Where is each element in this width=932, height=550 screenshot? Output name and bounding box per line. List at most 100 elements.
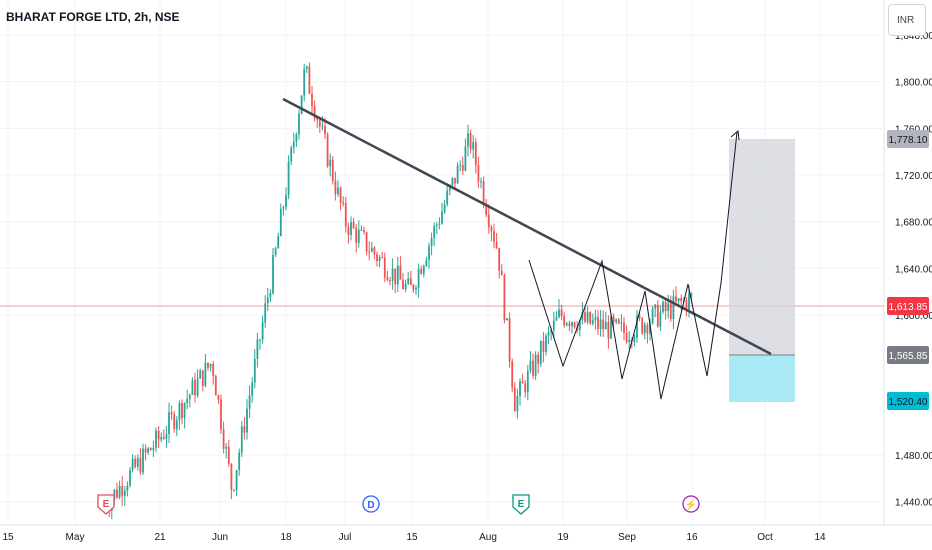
candle [277, 233, 279, 249]
candle [155, 427, 157, 452]
candle [218, 394, 220, 403]
time-tick-label: Aug [479, 532, 497, 543]
candle [571, 321, 573, 333]
candle [150, 447, 152, 450]
candle [119, 481, 121, 500]
projection-arrowhead [731, 131, 739, 140]
split-event-sep[interactable]: ⚡ [683, 496, 699, 512]
candle [124, 486, 126, 506]
candle [179, 400, 181, 430]
symbol-title: BHARAT FORGE LTD, 2h, NSE [6, 10, 180, 24]
candle [485, 199, 487, 217]
candle [171, 406, 173, 420]
candle [673, 290, 675, 330]
candle [163, 429, 165, 440]
svg-text:E: E [103, 499, 110, 510]
candle [548, 326, 550, 344]
candle [459, 160, 461, 171]
candle [678, 298, 680, 305]
candle [436, 222, 438, 234]
candle [348, 223, 350, 244]
candle [129, 467, 131, 487]
candle [134, 455, 136, 468]
candle [618, 318, 620, 324]
time-tick-label: 14 [814, 532, 826, 543]
candle [545, 333, 547, 355]
candle [600, 310, 602, 337]
candle [225, 443, 227, 458]
price-tick-label: 1,480.00 [895, 451, 932, 462]
dividend-event-jul[interactable]: D [363, 496, 379, 512]
candle [504, 273, 506, 323]
candle [309, 62, 311, 94]
candle [293, 132, 295, 153]
candle [532, 353, 534, 378]
candle [384, 252, 386, 282]
candle [475, 138, 477, 173]
candle [514, 382, 516, 411]
candle [644, 322, 646, 339]
candle [116, 483, 118, 499]
candle [595, 310, 597, 330]
candle [173, 411, 175, 433]
candle [558, 299, 560, 318]
candle [176, 416, 178, 436]
candle [675, 287, 677, 304]
candle [524, 380, 526, 397]
price-axis[interactable]: 1,840.00 1,800.00 1,760.00 1,720.00 1,680.00… [895, 31, 932, 509]
time-tick-label: 18 [280, 532, 292, 543]
candle [220, 395, 222, 434]
candle [202, 370, 204, 391]
candle [327, 132, 329, 168]
candle [465, 138, 467, 171]
candle [142, 444, 144, 475]
candle [147, 447, 149, 455]
candle [306, 65, 308, 73]
candle [439, 217, 441, 229]
candle [496, 233, 498, 249]
candle [647, 322, 649, 343]
svg-text:D: D [367, 500, 374, 511]
candle [420, 265, 422, 274]
candle [374, 246, 376, 259]
currency-button[interactable]: INR [888, 4, 926, 36]
candle [662, 300, 664, 314]
time-tick-label: 15 [406, 532, 418, 543]
candle [410, 271, 412, 285]
candle [517, 389, 519, 419]
candle [506, 318, 508, 320]
candle [249, 385, 251, 418]
candle [389, 277, 391, 285]
time-tick-label: 16 [686, 532, 698, 543]
candle [342, 196, 344, 206]
candle [660, 305, 662, 331]
earnings-event-aug[interactable]: E [513, 495, 529, 514]
time-tick-label: Jul [339, 532, 352, 543]
candle [168, 403, 170, 443]
time-axis[interactable]: 15 May 21 Jun 18 Jul 15 Aug 19 Sep 16 Oct 14 [2, 532, 826, 543]
stop-zone [729, 355, 795, 402]
zigzag-pattern[interactable] [529, 132, 737, 399]
candle [262, 316, 264, 344]
candle [259, 339, 261, 350]
candle [228, 440, 230, 467]
candle [652, 306, 654, 324]
candle [402, 273, 404, 290]
candle [379, 255, 381, 267]
candle [140, 448, 142, 475]
candle [233, 489, 235, 492]
candle [441, 203, 443, 225]
candle [569, 321, 571, 332]
price-tick-label: 1,440.00 [895, 498, 932, 509]
candle [426, 257, 428, 267]
candle [160, 432, 162, 442]
candle [371, 242, 373, 252]
candle [231, 463, 233, 499]
candle [665, 298, 667, 320]
candle [264, 295, 266, 328]
candle [285, 187, 287, 210]
candle [462, 157, 464, 176]
candle [431, 233, 433, 256]
target-zone [729, 139, 795, 355]
